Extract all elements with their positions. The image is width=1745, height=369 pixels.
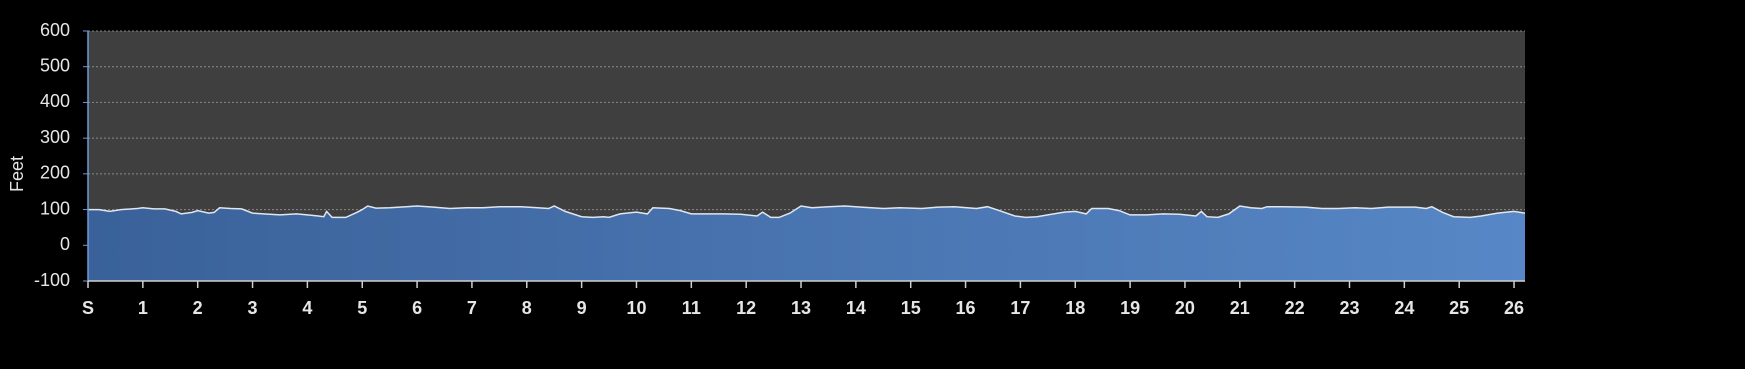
x-tick-label: 11 — [682, 298, 701, 318]
elevation-area — [88, 206, 1525, 281]
x-tick-label: S — [82, 298, 94, 318]
x-tick-label: 17 — [1010, 298, 1030, 318]
x-tick-label: 15 — [901, 298, 921, 318]
y-tick-label: 500 — [40, 55, 70, 75]
x-tick-label: 5 — [357, 298, 367, 318]
x-tick-label: 13 — [791, 298, 811, 318]
y-tick-label: 400 — [40, 91, 70, 111]
x-tick-label: 16 — [956, 298, 976, 318]
x-tick-label: 19 — [1120, 298, 1140, 318]
x-tick-label: 25 — [1449, 298, 1469, 318]
x-tick-label: 24 — [1394, 298, 1414, 318]
x-tick-label: 18 — [1065, 298, 1085, 318]
y-tick-label: 600 — [40, 20, 70, 40]
x-tick-label: 12 — [736, 298, 756, 318]
x-tick-label: 4 — [302, 298, 312, 318]
x-tick-label: 23 — [1339, 298, 1359, 318]
y-tick-label: 100 — [40, 198, 70, 218]
x-tick-label: 9 — [577, 298, 587, 318]
x-tick-label: 2 — [193, 298, 203, 318]
x-tick-label: 10 — [626, 298, 646, 318]
x-tick-label: 20 — [1175, 298, 1195, 318]
y-tick-label: 0 — [60, 234, 70, 254]
y-tick-label: -100 — [34, 270, 70, 290]
y-axis-label: Feet — [7, 156, 27, 192]
x-tick-label: 1 — [138, 298, 148, 318]
y-tick-label: 300 — [40, 127, 70, 147]
x-tick-label: 6 — [412, 298, 422, 318]
x-tick-label: 26 — [1504, 298, 1524, 318]
x-tick-label: 7 — [467, 298, 477, 318]
x-tick-label: 14 — [846, 298, 866, 318]
elevation-line — [88, 205, 1526, 219]
y-tick-label: 200 — [40, 163, 70, 183]
x-tick-label: 22 — [1285, 298, 1305, 318]
x-tick-label: 21 — [1230, 298, 1250, 318]
x-tick-label: 8 — [522, 298, 532, 318]
x-tick-label: 3 — [248, 298, 258, 318]
